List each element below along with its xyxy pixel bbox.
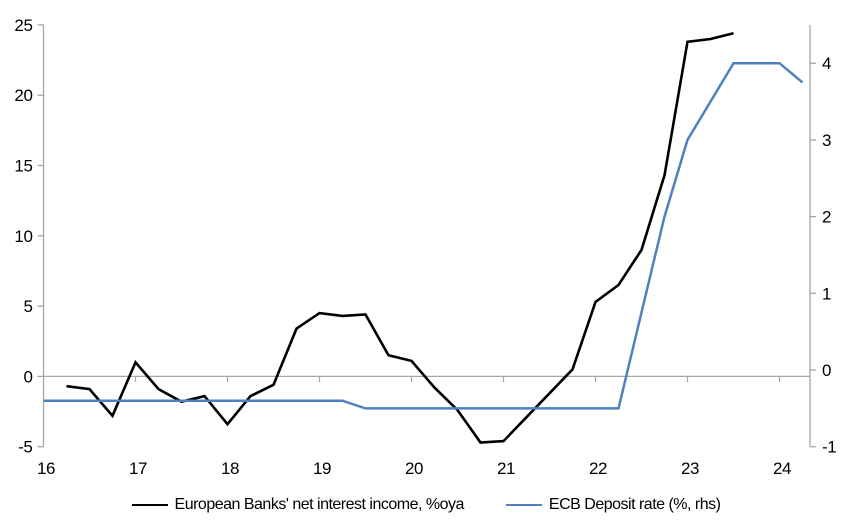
black-line-swatch-icon: [131, 504, 168, 506]
right-axis: -1 0 1 2 3 4: [809, 24, 837, 457]
series-line-0: [66, 32, 734, 444]
series-line-1: [43, 61, 804, 410]
legend: European Banks' net interest income, %oy…: [0, 488, 852, 522]
series-lines: [43, 32, 804, 444]
left-tick-label: 20: [14, 86, 32, 105]
left-axis: -5 0 5 10 15 20 25: [14, 16, 45, 457]
zero-gridline: [43, 375, 810, 382]
left-tick-label: 0: [23, 367, 32, 386]
right-tick-label: 2: [822, 208, 831, 227]
right-tick-label: 1: [822, 284, 831, 303]
left-tick-label: 5: [23, 297, 32, 316]
left-tick-label: 10: [14, 227, 32, 246]
x-axis-label: 22: [589, 459, 607, 478]
left-tick-label: -5: [18, 438, 32, 457]
x-axis-label: 18: [221, 459, 239, 478]
x-axis-label: 19: [313, 459, 331, 478]
right-tick-label: 4: [822, 54, 831, 73]
x-axis-label: 24: [773, 459, 791, 478]
legend-item-ecb-deposit-rate: ECB Deposit rate (%, rhs): [505, 496, 721, 514]
x-axis-label: 20: [405, 459, 423, 478]
x-axis: 16 17 18 19 20 21 22 23 24: [37, 459, 792, 478]
left-tick-label: 25: [14, 16, 32, 35]
legend-label-ecb-deposit-rate: ECB Deposit rate (%, rhs): [548, 496, 721, 513]
legend-item-net-interest-income: European Banks' net interest income, %oy…: [131, 496, 465, 514]
left-tick-label: 15: [14, 157, 32, 176]
x-axis-label: 16: [37, 459, 55, 478]
legend-label-net-interest-income: European Banks' net interest income, %oy…: [174, 496, 465, 513]
right-tick-label: 0: [822, 361, 831, 380]
right-tick-label: 3: [822, 131, 831, 150]
x-axis-label: 17: [129, 459, 147, 478]
x-axis-label: 23: [681, 459, 699, 478]
x-axis-label: 21: [497, 459, 515, 478]
right-tick-label: -1: [822, 438, 836, 457]
blue-line-swatch-icon: [505, 504, 542, 506]
